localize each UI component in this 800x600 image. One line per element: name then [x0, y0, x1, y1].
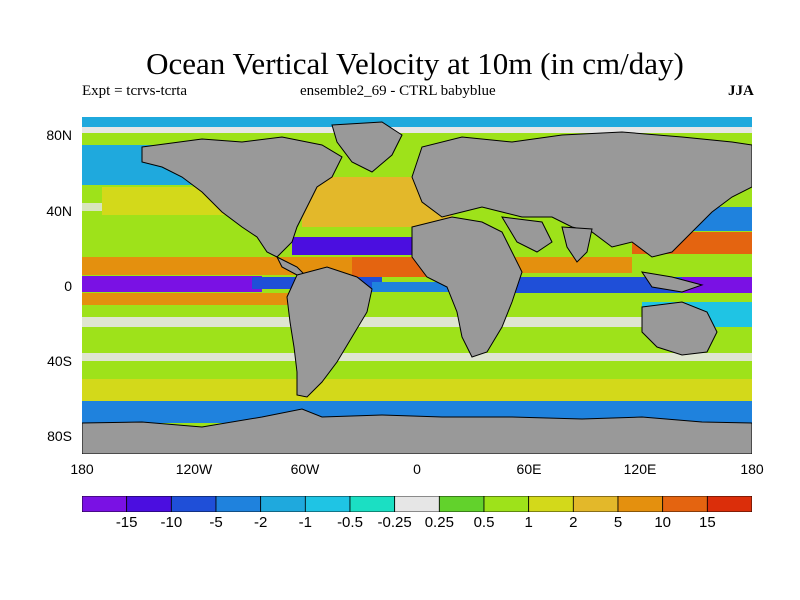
colorbar-cell: [126, 496, 172, 512]
atlantic-blue-equator: [372, 282, 472, 292]
colorbar-cell: [260, 496, 306, 512]
lat-tick-0: 0: [64, 278, 72, 294]
experiment-label: Expt = tcrvs-tcrta: [82, 83, 188, 99]
pacific-orange-north: [82, 257, 382, 275]
south-white-streak-1: [82, 317, 752, 327]
colorbar-label: -1: [298, 514, 312, 531]
colorbar-cell: [82, 496, 128, 512]
land-greenland: [331, 121, 403, 173]
colorbar: [82, 496, 752, 512]
colorbar-label: 1: [524, 514, 533, 531]
land-africa: [411, 216, 523, 358]
colorbar-cell: [617, 496, 664, 512]
lat-tick-40n: 40N: [46, 203, 72, 219]
colorbar-label: -2: [253, 514, 268, 531]
lon-tick-120e: 120E: [623, 461, 657, 477]
lat-tick-40s: 40S: [47, 353, 72, 369]
land-india: [561, 226, 593, 263]
colorbar-label: -10: [160, 514, 183, 531]
arctic-white: [82, 127, 752, 133]
colorbar-cell: [572, 496, 619, 512]
colorbar-cell: [170, 496, 217, 512]
colorbar-cell: [706, 496, 752, 512]
pacific-orange-south: [82, 293, 332, 305]
colorbar-label: 0.25: [424, 514, 454, 531]
land-north-america: [141, 136, 343, 258]
colorbar-label: -15: [115, 514, 138, 531]
indian-blue-equator: [502, 277, 682, 293]
season-label: JJA: [728, 83, 754, 99]
atlantic-blue-band: [292, 237, 422, 255]
land-indonesia: [640, 271, 704, 293]
colorbar-label: 2: [569, 514, 578, 531]
pacific-purple-equator: [82, 276, 262, 292]
lon-tick-180e: 180: [740, 461, 764, 477]
land-arabia: [501, 216, 553, 253]
colorbar-label: 5: [613, 514, 623, 531]
lon-tick-60e: 60E: [516, 461, 542, 477]
land-south-america: [286, 266, 373, 398]
colorbar-label: -0.25: [377, 514, 412, 531]
lon-tick-120w: 120W: [175, 461, 213, 477]
colorbar-label: -0.5: [337, 514, 363, 531]
southern-ocean-blue: [82, 401, 752, 423]
south-white-streak-2: [82, 353, 752, 361]
lat-tick-80s: 80S: [47, 428, 72, 444]
colorbar-cell: [528, 496, 574, 512]
land-antarctica: [82, 408, 752, 454]
velocity-map: [82, 117, 752, 454]
colorbar-label: -5: [209, 514, 223, 531]
colorbar-cell: [438, 496, 485, 512]
lon-tick-180w: 180: [70, 461, 94, 477]
colorbar-cell: [662, 496, 708, 512]
lat-tick-80n: 80N: [46, 127, 72, 143]
colorbar-cell: [349, 496, 396, 512]
colorbar-cell: [483, 496, 530, 512]
land: [82, 121, 752, 454]
ensemble-label: ensemble2_69 - CTRL babyblue: [300, 83, 496, 99]
colorbar-label: 0.5: [473, 514, 495, 531]
indian-orange: [502, 257, 632, 273]
colorbar-cell: [215, 496, 262, 512]
land-eurasia: [411, 131, 752, 258]
colorbar-label: 15: [698, 514, 716, 531]
west-pacific-purple: [682, 277, 752, 293]
colorbar-cell: [304, 496, 351, 512]
lon-tick-60w: 60W: [290, 461, 320, 477]
colorbar-label: 10: [654, 514, 671, 531]
land-australia: [641, 301, 718, 356]
map-title: Ocean Vertical Velocity at 10m (in cm/da…: [146, 46, 684, 81]
lon-tick-0: 0: [413, 461, 421, 477]
colorbar-cell: [394, 496, 440, 512]
